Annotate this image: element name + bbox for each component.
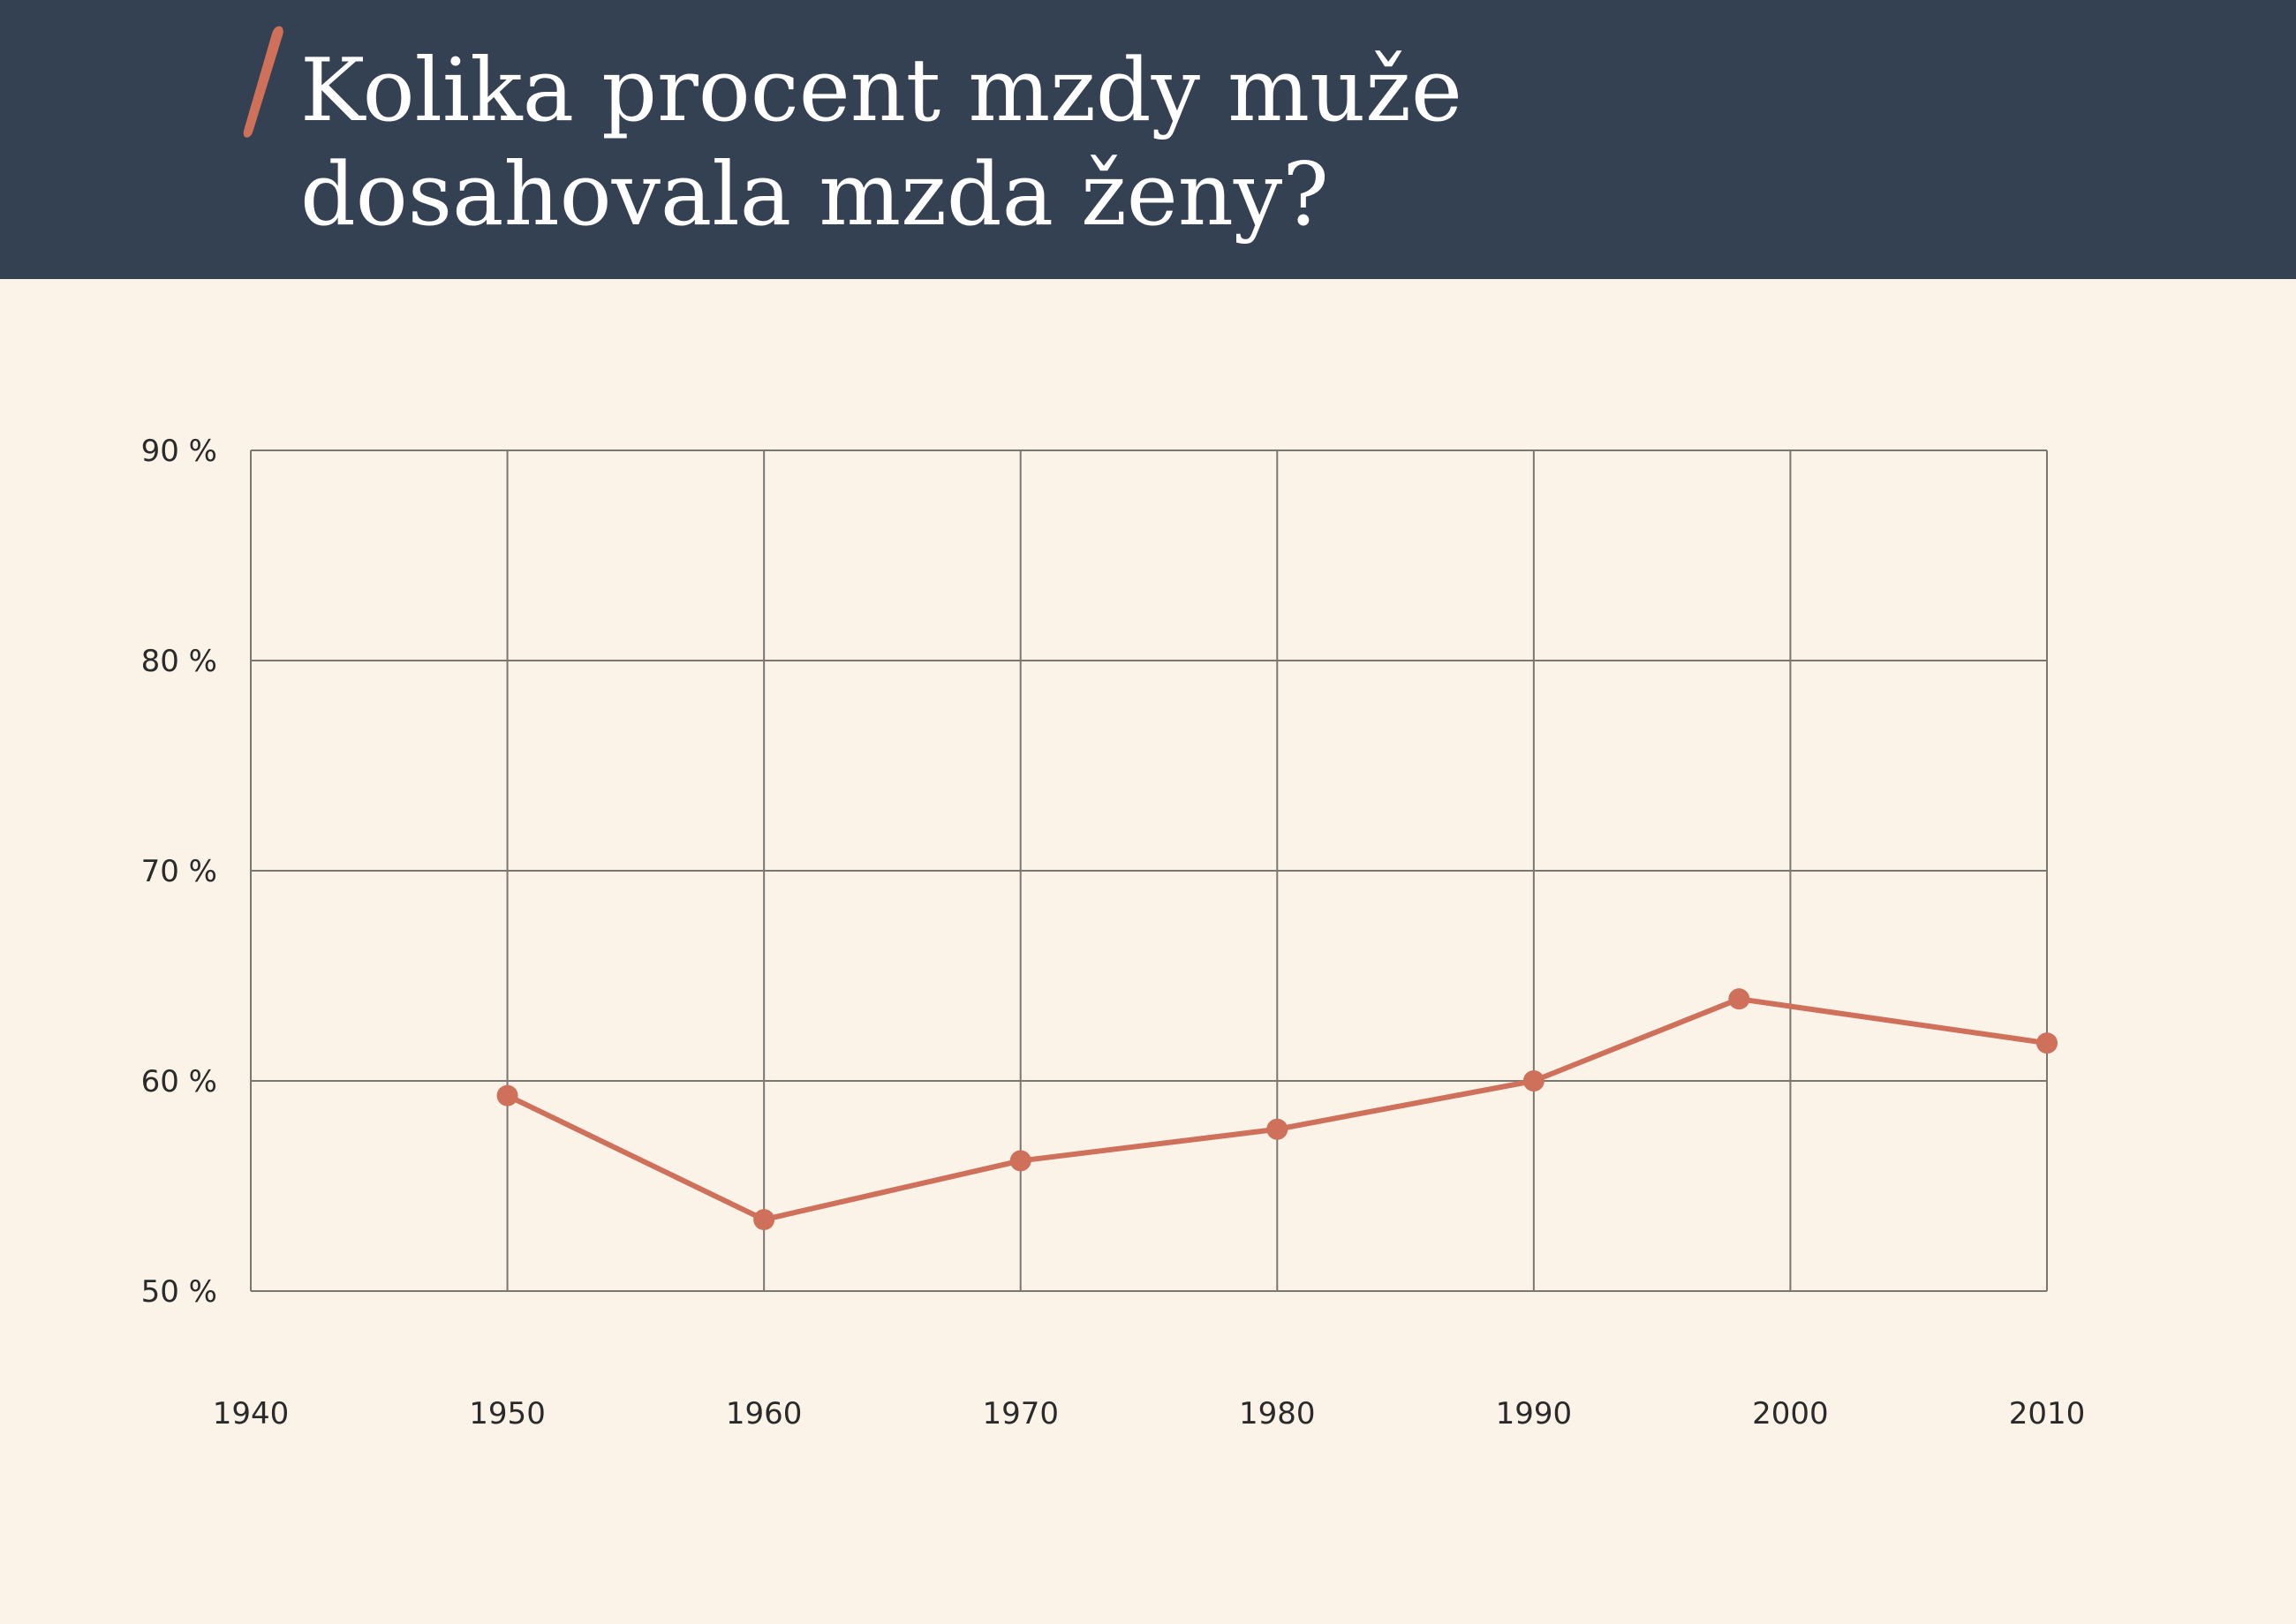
- line-chart: 50 % 60 % 70 % 80 % 90 % 1940 1950 1960 1970 1980…: [141, 434, 2086, 1431]
- data-point: [496, 1084, 518, 1107]
- page-title-line-2: dosahovala mzda ženy?: [300, 145, 1329, 245]
- data-point: [1266, 1118, 1288, 1140]
- x-tick-label: 1960: [726, 1396, 803, 1431]
- y-tick-label: 80 %: [141, 644, 217, 679]
- x-tick-label: 2000: [1752, 1396, 1829, 1431]
- data-point: [2036, 1032, 2058, 1054]
- page-title-line-1: Kolika procent mzdy muže: [300, 41, 1462, 141]
- x-tick-label: 1980: [1239, 1396, 1316, 1431]
- x-tick-label: 2010: [2009, 1396, 2086, 1431]
- chart-area: 50 % 60 % 70 % 80 % 90 % 1940 1950 1960 1970 1980…: [0, 279, 2296, 1624]
- y-tick-label: 70 %: [141, 854, 217, 889]
- y-tick-label: 50 %: [141, 1274, 217, 1310]
- y-tick-label: 60 %: [141, 1064, 217, 1099]
- data-point: [1728, 988, 1750, 1010]
- x-tick-label: 1950: [469, 1396, 546, 1431]
- data-point: [1522, 1070, 1545, 1091]
- page-title: Kolika procent mzdy muže dosahovala mzda…: [300, 39, 1890, 247]
- x-tick-label: 1940: [213, 1396, 290, 1431]
- x-tick-label: 1970: [982, 1396, 1059, 1431]
- header-banner: Kolika procent mzdy muže dosahovala mzda…: [0, 0, 2296, 279]
- x-tick-label: 1990: [1496, 1396, 1573, 1431]
- data-point: [753, 1209, 775, 1231]
- y-tick-label: 90 %: [141, 434, 217, 469]
- accent-stroke-icon: [243, 26, 283, 138]
- data-point: [1009, 1150, 1031, 1172]
